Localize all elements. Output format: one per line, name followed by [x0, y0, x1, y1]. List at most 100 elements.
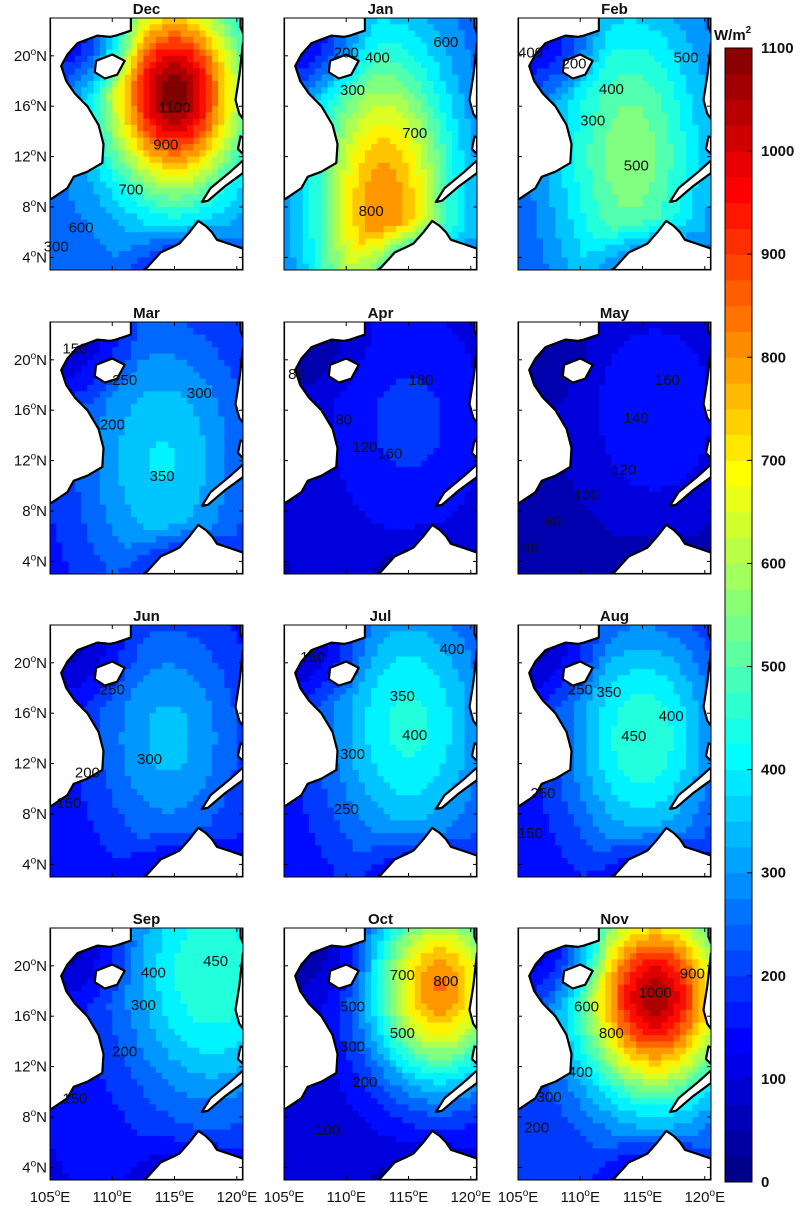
field-cell [174, 150, 182, 158]
field-cell [168, 473, 176, 481]
field-cell [427, 156, 435, 164]
field-cell [81, 244, 88, 252]
field-cell [586, 156, 594, 164]
field-cell [408, 74, 416, 82]
field-cell [524, 200, 532, 208]
field-cell [433, 137, 441, 145]
field-cell [230, 429, 238, 436]
field-cell [162, 232, 169, 240]
field-cell [308, 263, 316, 270]
field-cell [371, 55, 378, 63]
field-cell [692, 87, 700, 95]
field-cell [611, 36, 619, 44]
field-cell [193, 504, 201, 512]
field-cell [193, 62, 201, 69]
field-cell [87, 188, 95, 195]
field-cell [464, 162, 472, 170]
field-cell [87, 99, 95, 107]
field-cell [74, 359, 82, 367]
field-cell [445, 87, 453, 95]
field-cell [180, 334, 188, 342]
field-cell [452, 24, 459, 32]
field-cell [623, 144, 631, 151]
field-cell [377, 24, 385, 32]
field-cell [74, 207, 82, 214]
field-cell [130, 137, 138, 145]
field-cell [333, 81, 341, 88]
field-cell [686, 30, 693, 38]
field-cell [605, 257, 612, 265]
field-cell [536, 225, 544, 233]
field-cell [224, 492, 232, 499]
field-cell [414, 93, 422, 101]
field-cell [218, 150, 225, 158]
field-cell [193, 416, 201, 424]
field-cell [396, 30, 403, 38]
field-cell [605, 175, 612, 183]
field-cell [445, 55, 453, 63]
field-cell [414, 43, 422, 51]
field-cell [99, 219, 107, 227]
field-cell [99, 207, 107, 214]
field-cell [211, 106, 219, 114]
field-cell [580, 49, 588, 57]
field-cell [162, 219, 169, 227]
field-cell [87, 511, 95, 518]
field-cell [162, 460, 169, 468]
field-cell [611, 30, 619, 38]
field-cell [143, 150, 151, 158]
field-cell [130, 200, 138, 208]
field-cell [149, 156, 157, 164]
field-cell [143, 87, 151, 95]
field-cell [168, 523, 176, 531]
field-cell [62, 194, 70, 202]
field-cell [704, 125, 711, 132]
field-cell [143, 460, 151, 468]
field-cell [193, 448, 201, 455]
field-cell [586, 257, 594, 265]
field-cell [518, 263, 525, 270]
field-cell [402, 188, 410, 195]
field-cell [74, 479, 82, 487]
field-cell [211, 200, 219, 208]
field-cell [704, 219, 711, 227]
field-cell [636, 24, 644, 32]
field-cell [112, 403, 120, 411]
field-cell [199, 347, 207, 355]
field-cell [315, 55, 322, 63]
field-cell [106, 188, 113, 195]
field-cell [415, 270, 422, 277]
field-cell [174, 353, 182, 361]
field-cell [180, 328, 188, 336]
field-cell [174, 118, 182, 126]
field-cell [421, 270, 428, 277]
field-cell [236, 200, 243, 208]
field-cell [592, 251, 600, 258]
field-cell [630, 55, 637, 63]
field-cell [617, 74, 625, 82]
field-cell [205, 87, 213, 95]
field-cell [642, 93, 650, 101]
field-cell [284, 251, 291, 258]
field-cell [137, 422, 144, 430]
field-cell [156, 270, 163, 277]
field-cell [636, 68, 644, 76]
field-cell [698, 24, 706, 32]
field-cell [130, 156, 138, 164]
field-cell [346, 169, 354, 177]
field-cell [383, 213, 391, 221]
field-cell [364, 81, 372, 88]
field-cell [598, 43, 606, 51]
field-cell [340, 144, 347, 151]
field-cell [470, 118, 477, 126]
field-cell [408, 43, 416, 51]
field-cell [87, 200, 95, 208]
field-cell [389, 181, 397, 189]
field-cell [648, 181, 656, 189]
field-cell [284, 257, 291, 265]
field-cell [137, 200, 144, 208]
field-cell [193, 18, 201, 25]
field-cell [327, 175, 335, 183]
field-cell [364, 144, 372, 151]
field-cell [408, 207, 416, 214]
